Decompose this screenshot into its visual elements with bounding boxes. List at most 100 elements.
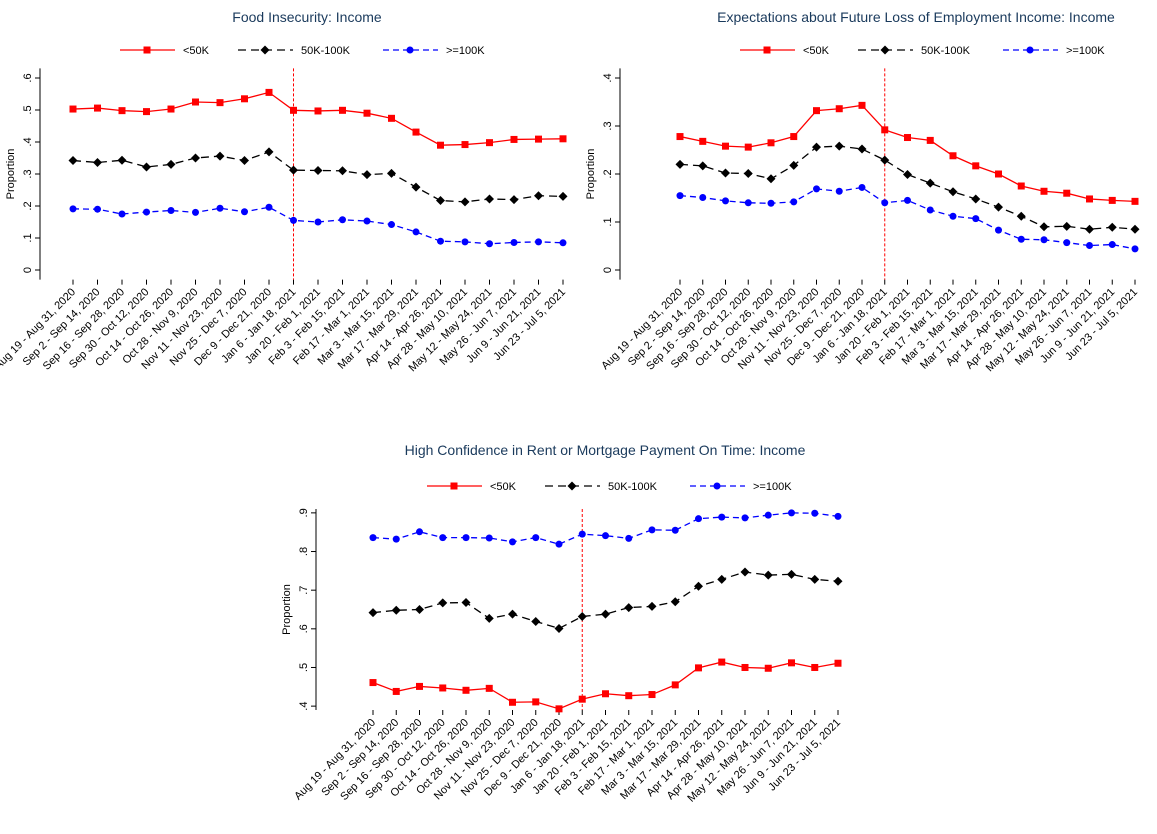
marker-square	[676, 133, 684, 141]
legend-label: 50K-100K	[301, 45, 351, 57]
marker-square	[509, 698, 516, 706]
marker-square	[972, 162, 980, 170]
marker-diamond	[763, 570, 773, 580]
marker-circle	[462, 534, 470, 542]
marker-circle	[718, 513, 726, 521]
marker-diamond	[1039, 222, 1049, 232]
marker-diamond	[460, 197, 470, 207]
legend-label: 50K-100K	[921, 45, 971, 57]
marker-circle	[555, 540, 563, 548]
marker-circle	[713, 482, 721, 490]
y-tick-label: .4	[22, 137, 34, 146]
marker-circle	[926, 206, 934, 214]
marker-square	[790, 133, 798, 141]
marker-circle	[648, 526, 656, 534]
marker-circle	[811, 509, 819, 517]
marker-circle	[369, 534, 377, 542]
marker-diamond	[971, 194, 981, 204]
marker-diamond	[721, 168, 730, 178]
marker-square	[648, 691, 656, 699]
marker-square	[1040, 187, 1048, 195]
marker-square	[722, 142, 729, 150]
marker-diamond	[461, 598, 471, 608]
marker-square	[412, 128, 420, 136]
marker-square	[763, 46, 771, 54]
marker-circle	[437, 237, 444, 245]
marker-circle	[1017, 235, 1025, 243]
marker-circle	[790, 198, 798, 206]
marker-square	[392, 687, 400, 695]
marker-diamond	[675, 159, 685, 169]
marker-circle	[314, 218, 322, 226]
y-tick-label: .8	[298, 547, 310, 556]
marker-diamond	[857, 144, 867, 154]
marker-circle	[741, 514, 749, 522]
legend-label: >=100K	[753, 481, 792, 493]
marker-diamond	[534, 191, 543, 201]
marker-circle	[995, 226, 1002, 234]
marker-diamond	[1107, 222, 1117, 232]
marker-diamond	[948, 187, 958, 197]
series-line	[72, 151, 564, 203]
marker-diamond	[624, 603, 634, 613]
marker-square	[1086, 195, 1093, 203]
chart: Expectations about Future Loss of Employ…	[585, 9, 1140, 374]
chart: Food Insecurity: Income 0 .1 .2 .3 .4 .5 .6 Prop…	[0, 9, 568, 374]
marker-square	[813, 107, 820, 115]
marker-diamond	[554, 623, 564, 633]
marker-diamond	[191, 153, 200, 163]
legend-label: <50K	[183, 45, 210, 57]
y-tick-label: .3	[602, 121, 614, 130]
marker-circle	[858, 183, 866, 191]
marker-diamond	[1016, 211, 1026, 221]
marker-square	[143, 108, 150, 116]
marker-square	[510, 135, 518, 143]
marker-diamond	[789, 160, 799, 170]
marker-circle	[813, 185, 820, 193]
series-line	[679, 145, 1136, 230]
marker-circle	[94, 205, 101, 213]
marker-diamond	[260, 45, 270, 55]
marker-circle	[881, 199, 889, 207]
marker-circle	[532, 534, 540, 542]
marker-circle	[461, 238, 469, 246]
marker-square	[450, 482, 458, 490]
y-axis-label: Proportion	[281, 584, 293, 635]
marker-square	[764, 664, 772, 672]
marker-square	[858, 101, 866, 109]
marker-diamond	[880, 45, 890, 55]
marker-diamond	[368, 608, 378, 618]
marker-square	[486, 139, 493, 147]
marker-square	[555, 705, 563, 713]
marker-square	[1108, 196, 1116, 204]
marker-square	[625, 692, 633, 700]
marker-diamond	[289, 165, 298, 175]
marker-diamond	[567, 481, 577, 491]
marker-diamond	[313, 165, 323, 175]
y-tick-label: .5	[22, 105, 34, 114]
marker-circle	[972, 215, 980, 223]
marker-circle	[439, 534, 447, 542]
marker-diamond	[411, 182, 421, 192]
marker-circle	[241, 208, 248, 216]
marker-diamond	[558, 191, 568, 201]
marker-square	[369, 679, 377, 687]
marker-diamond	[833, 576, 843, 586]
marker-square	[192, 98, 199, 106]
marker-diamond	[484, 613, 494, 623]
marker-square	[699, 137, 707, 145]
y-tick-label: .2	[22, 201, 34, 210]
marker-diamond	[509, 195, 519, 205]
series-line	[372, 571, 839, 630]
marker-square	[535, 135, 542, 143]
y-tick-label: .2	[602, 169, 614, 178]
marker-square	[904, 134, 911, 142]
marker-diamond	[415, 605, 424, 614]
marker-circle	[485, 534, 493, 542]
marker-diamond	[117, 155, 127, 165]
marker-diamond	[264, 147, 274, 157]
marker-square	[439, 684, 447, 692]
y-tick-label: .6	[22, 73, 34, 82]
marker-diamond	[338, 166, 347, 176]
marker-circle	[676, 192, 684, 200]
